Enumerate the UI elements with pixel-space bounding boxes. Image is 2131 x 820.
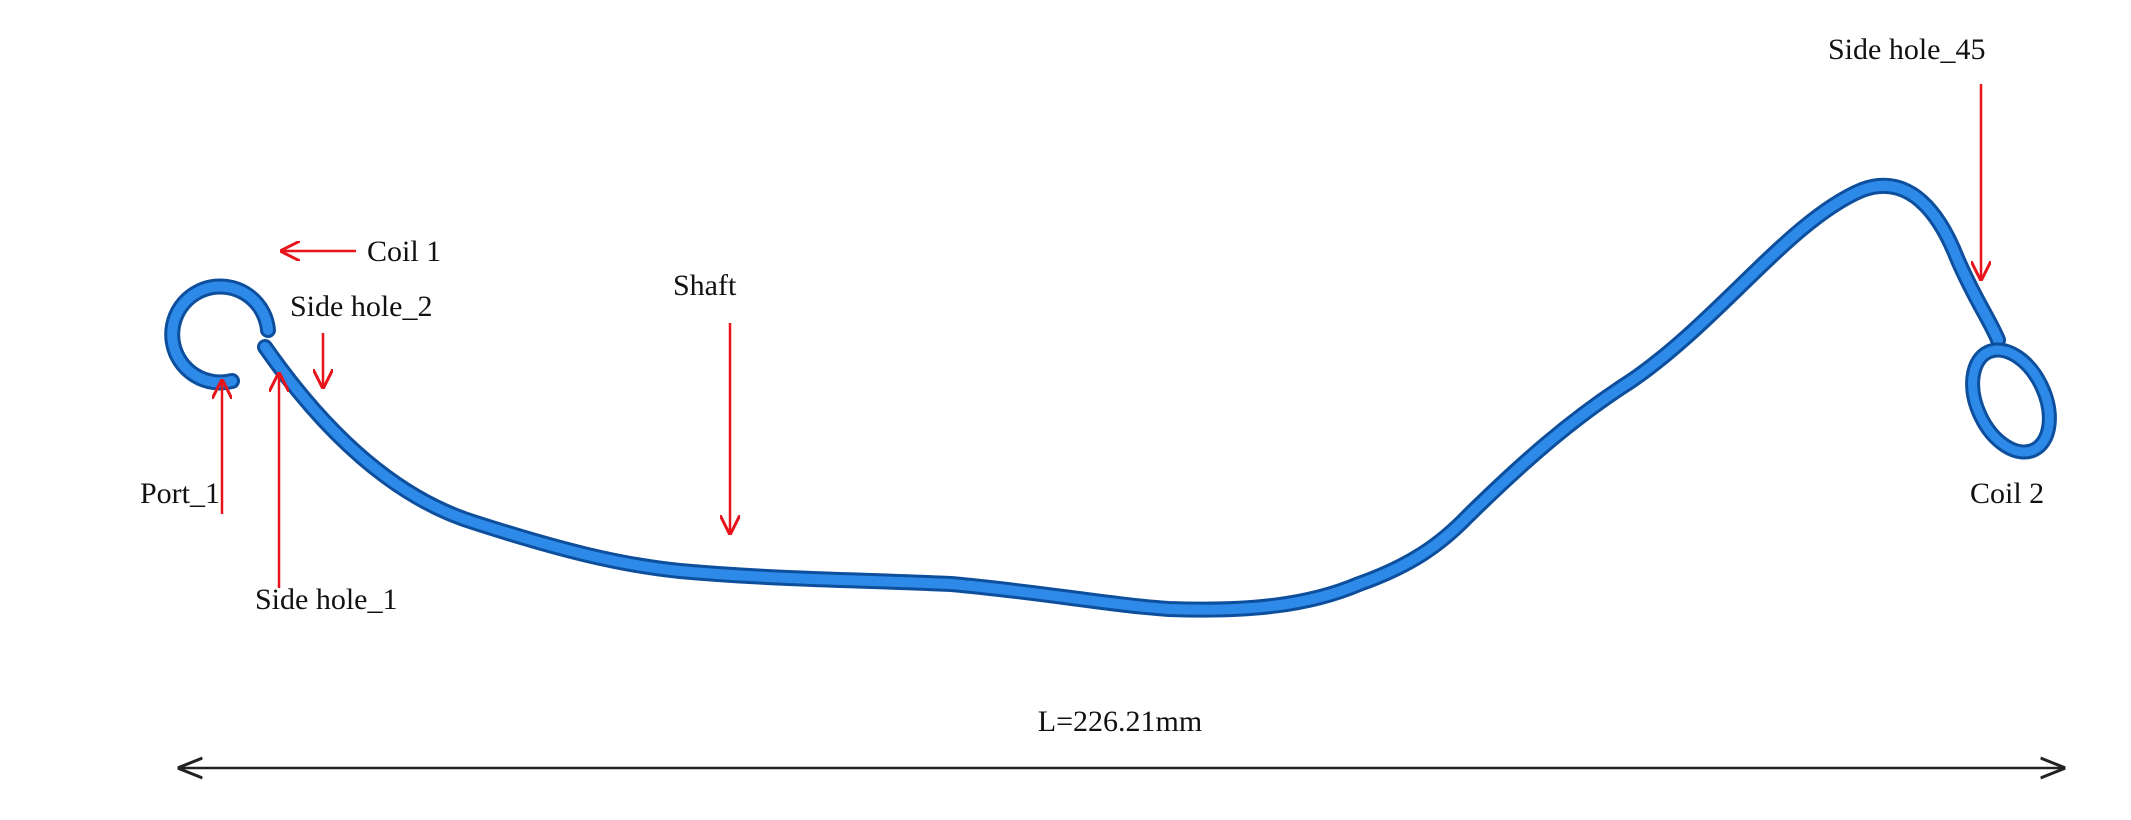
label-side-hole-2: Side hole_2 — [290, 290, 433, 323]
label-side-hole-1: Side hole_1 — [255, 583, 398, 616]
label-shaft: Shaft — [673, 269, 737, 302]
label-coil-2: Coil 2 — [1970, 477, 2044, 510]
callouts — [222, 84, 1981, 588]
label-coil-1: Coil 1 — [367, 235, 441, 268]
catheter — [164, 177, 2057, 618]
label-port-1: Port_1 — [140, 477, 220, 510]
dimension-label: L=226.21mm — [1038, 705, 1202, 738]
label-side-hole-45: Side hole_45 — [1828, 33, 1986, 66]
